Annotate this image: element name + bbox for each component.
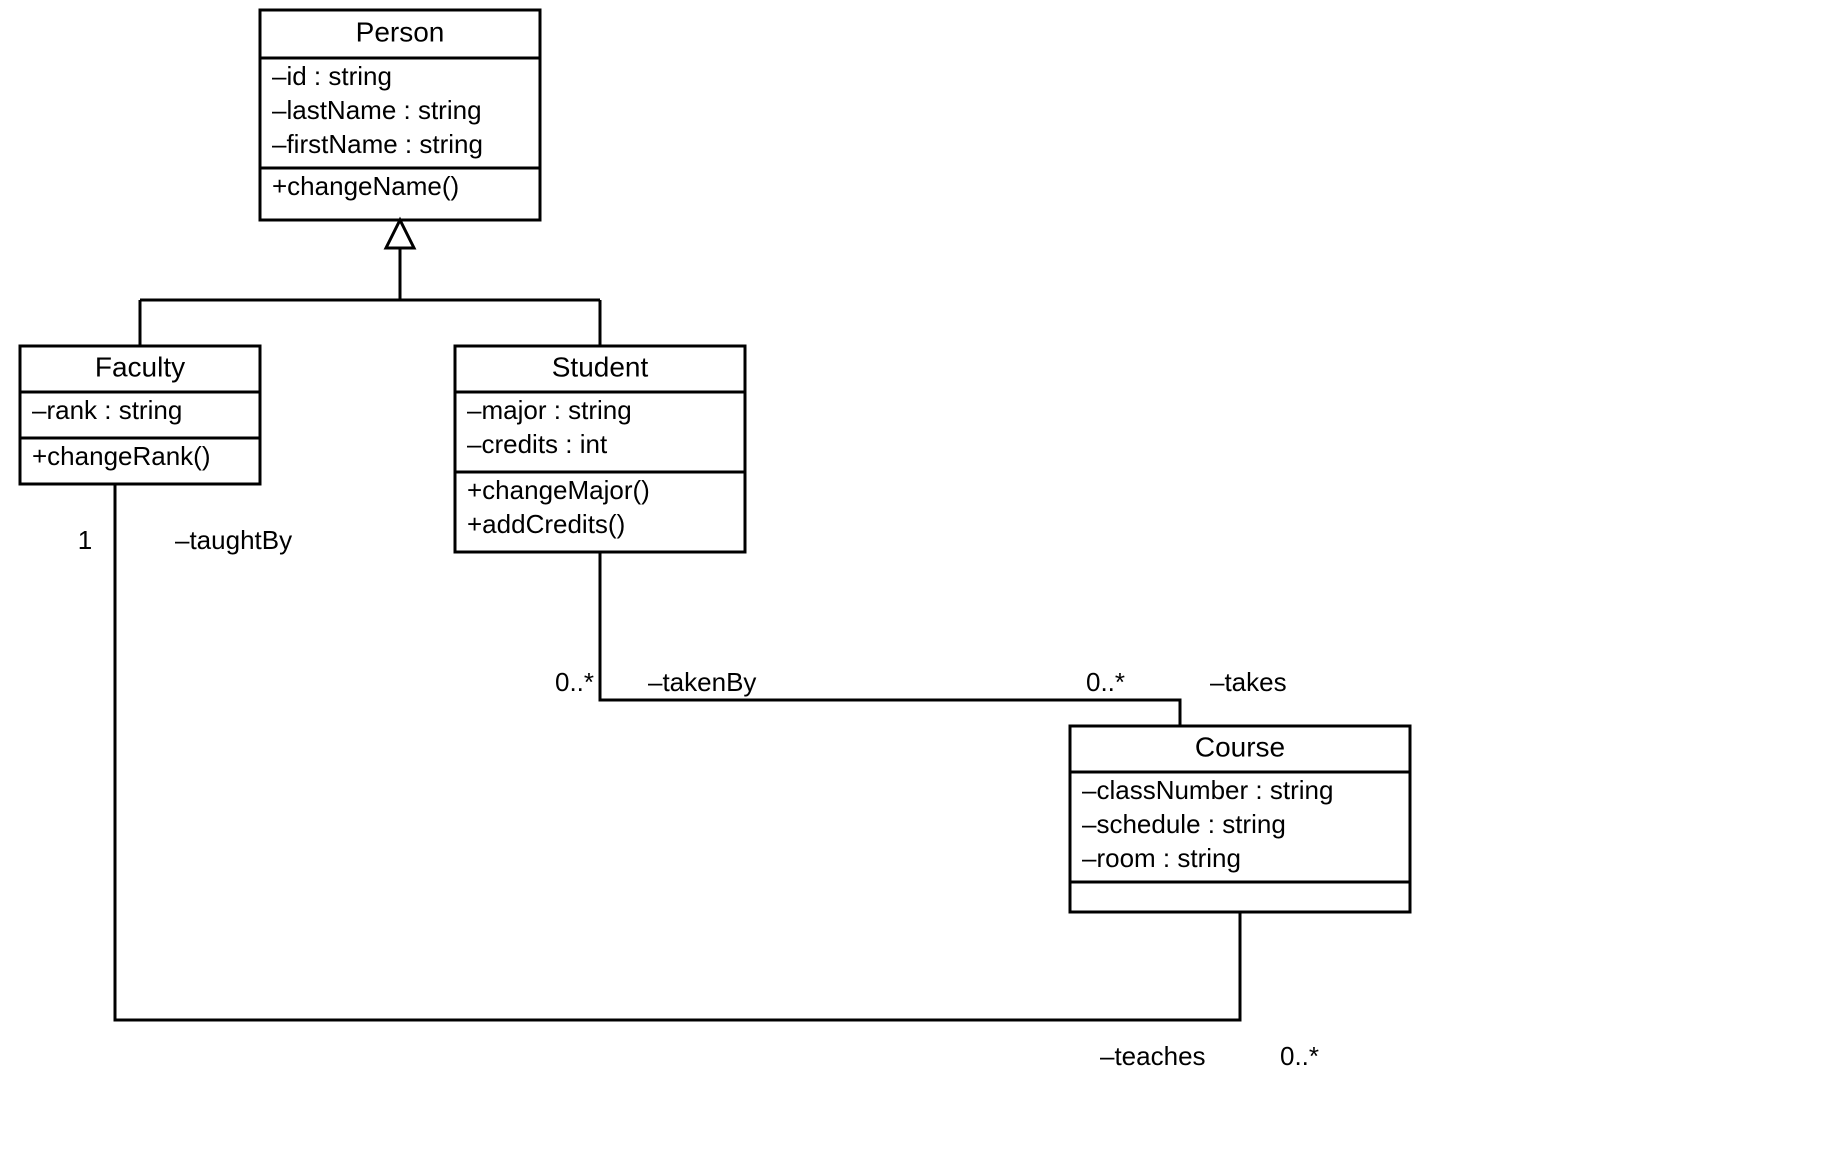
class-title: Faculty	[95, 351, 185, 382]
class-faculty: Faculty –rank : string +changeRank()	[20, 346, 260, 484]
association-label: 1	[78, 525, 92, 555]
association-label: –taughtBy	[175, 525, 292, 555]
class-operation: +changeMajor()	[467, 475, 650, 505]
class-operation: +changeName()	[272, 171, 459, 201]
association-label: –takes	[1210, 667, 1287, 697]
class-attribute: –firstName : string	[272, 129, 483, 159]
class-attribute: –classNumber : string	[1082, 775, 1333, 805]
uml-class-diagram: Person –id : string –lastName : string –fir…	[0, 0, 1822, 1173]
class-attribute: –major : string	[467, 395, 632, 425]
class-attribute: –credits : int	[467, 429, 608, 459]
association-label: 0..*	[1086, 667, 1125, 697]
association-label: 0..*	[1280, 1041, 1319, 1071]
class-student: Student –major : string –credits : int +cha…	[455, 346, 745, 552]
class-course: Course –classNumber : string –schedule : s…	[1070, 726, 1410, 912]
association-label: 0..*	[555, 667, 594, 697]
class-title: Person	[356, 16, 445, 47]
class-attribute: –room : string	[1082, 843, 1241, 873]
class-attribute: –rank : string	[32, 395, 182, 425]
association-label: –teaches	[1100, 1041, 1206, 1071]
class-operation: +addCredits()	[467, 509, 625, 539]
class-title: Student	[552, 351, 649, 382]
class-attribute: –schedule : string	[1082, 809, 1286, 839]
class-person: Person –id : string –lastName : string –fir…	[260, 10, 540, 220]
class-title: Course	[1195, 731, 1285, 762]
class-attribute: –lastName : string	[272, 95, 482, 125]
class-operation: +changeRank()	[32, 441, 211, 471]
association-label: –takenBy	[648, 667, 756, 697]
class-attribute: –id : string	[272, 61, 392, 91]
